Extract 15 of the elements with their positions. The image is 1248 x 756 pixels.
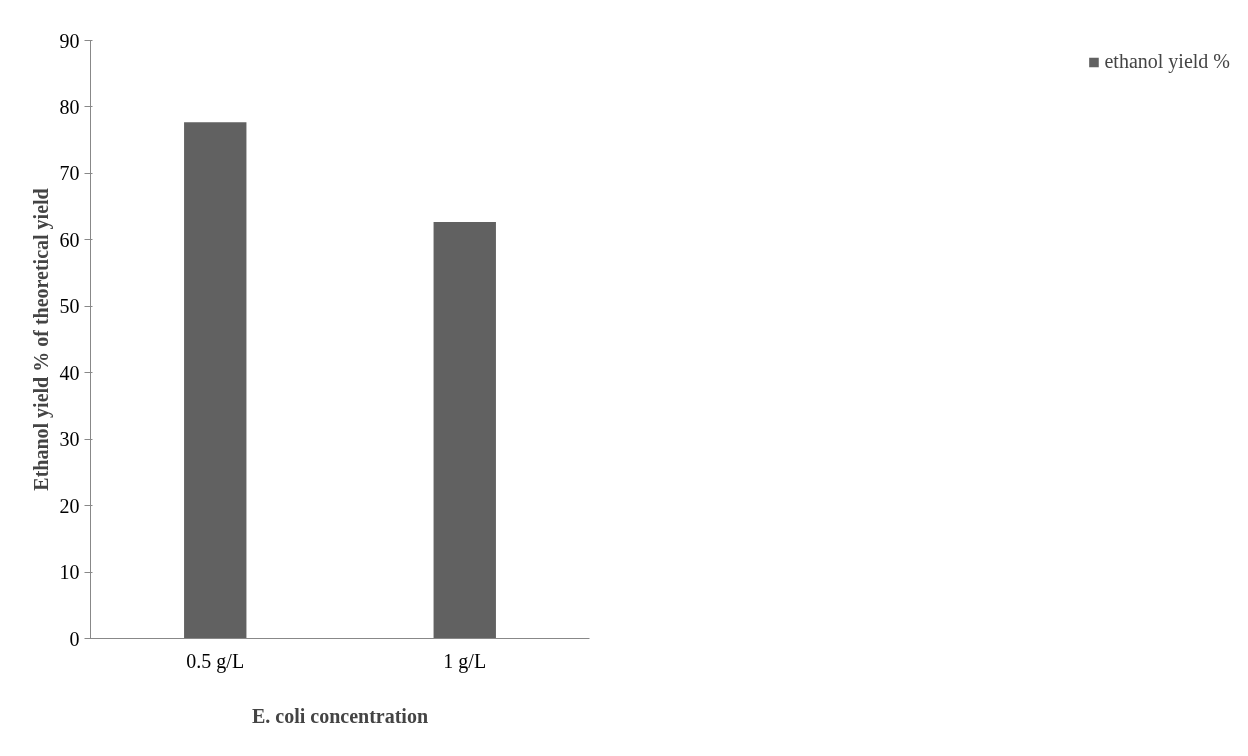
x-axis-title: E. coli concentration <box>251 704 429 727</box>
y-tick-label: 60 <box>59 228 80 251</box>
y-tick-label: 80 <box>59 95 80 118</box>
y-tick-label: 10 <box>59 561 80 584</box>
x-tick-label: 0.5 g/L <box>186 649 245 673</box>
y-tick-label: 90 <box>59 29 80 52</box>
y-axis-title: Ethanol yield % of theoretical yield <box>29 188 53 491</box>
y-tick-label: 40 <box>59 361 80 384</box>
y-tick-label: 20 <box>59 494 80 517</box>
y-tick-label: 0 <box>69 627 80 650</box>
y-tick-label: 50 <box>59 295 80 318</box>
y-tick-label: 30 <box>59 428 80 451</box>
legend-label: ethanol yield % <box>1104 50 1230 73</box>
x-tick-label: 1 g/L <box>443 649 487 673</box>
y-tick-label: 70 <box>59 162 80 185</box>
